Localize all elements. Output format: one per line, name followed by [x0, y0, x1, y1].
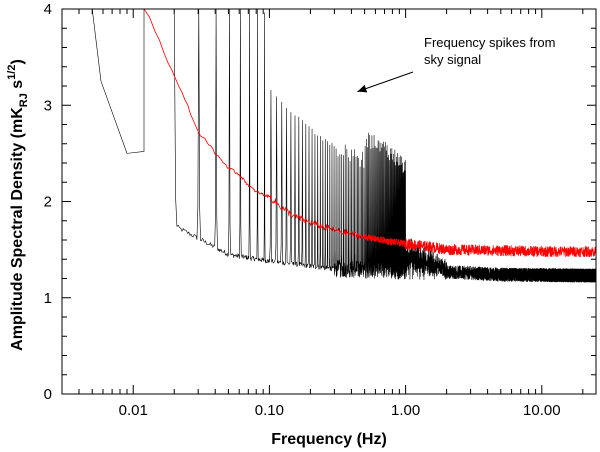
series-layer: [91, 9, 596, 283]
y-tick-label: 4: [44, 1, 52, 18]
x-tick-label: 1.00: [391, 402, 420, 419]
y-tick-label: 3: [44, 97, 52, 114]
y-tick-label: 0: [44, 386, 52, 403]
annotation-line-2: sky signal: [424, 52, 481, 67]
plot-frame: [61, 8, 597, 395]
x-axis-title: Frequency (Hz): [271, 431, 387, 448]
y-axis-title-superscript: 1/2: [6, 65, 18, 80]
tick-layer: 0.01 0.10 1.00 10.00 0 1 2 3 4: [44, 1, 596, 419]
y-axis-title-end: ): [9, 59, 26, 64]
y-tick-label: 1: [44, 290, 52, 307]
annotation-arrow-head: [357, 84, 368, 93]
y-axis-title-main: Amplitude Spectral Density (mK: [9, 107, 26, 351]
y-tick-label: 2: [44, 194, 52, 211]
series-line-black: [91, 9, 596, 283]
y-axis-title-mid: s: [9, 80, 26, 93]
annotation-line-1: Frequency spikes from: [424, 35, 556, 50]
x-tick-label: 0.01: [119, 402, 148, 419]
annotation-layer: Frequency spikes from sky signal: [357, 35, 556, 93]
y-axis-title: Amplitude Spectral Density (mKRJ s1/2): [6, 59, 30, 351]
series-line-red: [143, 9, 596, 258]
y-axis-title-subscript: RJ: [18, 93, 30, 107]
x-tick-label: 10.00: [523, 402, 561, 419]
x-tick-label: 0.10: [255, 402, 284, 419]
annotation-arrow-line: [357, 71, 414, 93]
